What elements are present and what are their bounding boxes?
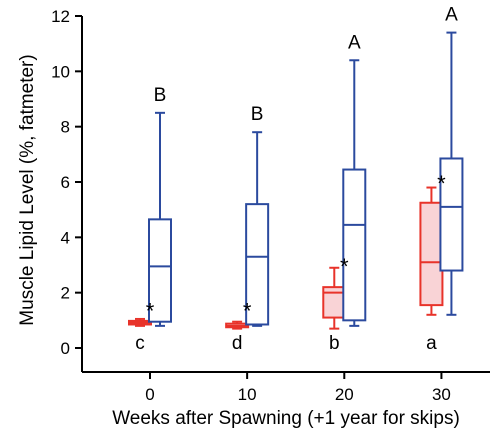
text-labels: c d b a B B A A * * * * [135, 5, 458, 354]
group-letter-label: A [445, 5, 458, 26]
blue-box-20 [342, 59, 367, 327]
box-iqr [245, 203, 270, 326]
y-axis-title: Muscle Lipid Level (%, fatmeter) [17, 54, 38, 325]
group-letter-label: a [426, 333, 437, 354]
y-tick-label: 12 [51, 7, 70, 26]
axes: 0 2 4 6 8 10 12 0 10 20 30 [51, 7, 490, 404]
blue-box-30 [439, 31, 464, 316]
group-letter-label: d [232, 333, 243, 354]
significance-star: * [243, 299, 252, 324]
group-letter-label: c [135, 333, 145, 354]
x-tick-label: 0 [145, 385, 154, 404]
y-tick-label: 0 [61, 339, 70, 358]
x-tick-label: 30 [432, 385, 451, 404]
y-tick-label: 6 [61, 173, 70, 192]
group-letter-label: B [154, 85, 167, 106]
red-box-20 [322, 266, 347, 330]
significance-star: * [437, 171, 446, 196]
box-iqr [148, 218, 172, 323]
x-tick-label: 10 [238, 385, 257, 404]
x-tick-label: 20 [335, 385, 354, 404]
blue-box-10 [245, 131, 270, 327]
significance-star: * [146, 299, 155, 324]
group-letter-label: B [251, 104, 264, 125]
y-tick-label: 2 [61, 284, 70, 303]
box-iqr [419, 201, 444, 307]
box-iqr [439, 157, 464, 272]
y-tick-label: 8 [61, 118, 70, 137]
x-axis-title: Weeks after Spawning (+1 year for skips) [112, 408, 460, 429]
significance-star: * [340, 254, 349, 279]
box-iqr [342, 168, 367, 322]
red-box-30 [419, 186, 444, 316]
y-tick-label: 4 [61, 228, 70, 247]
y-tick-label: 10 [51, 62, 70, 81]
plot-marks [128, 31, 464, 330]
group-letter-label: b [329, 333, 340, 354]
group-letter-label: A [348, 32, 361, 53]
blue-box-0 [148, 111, 172, 327]
